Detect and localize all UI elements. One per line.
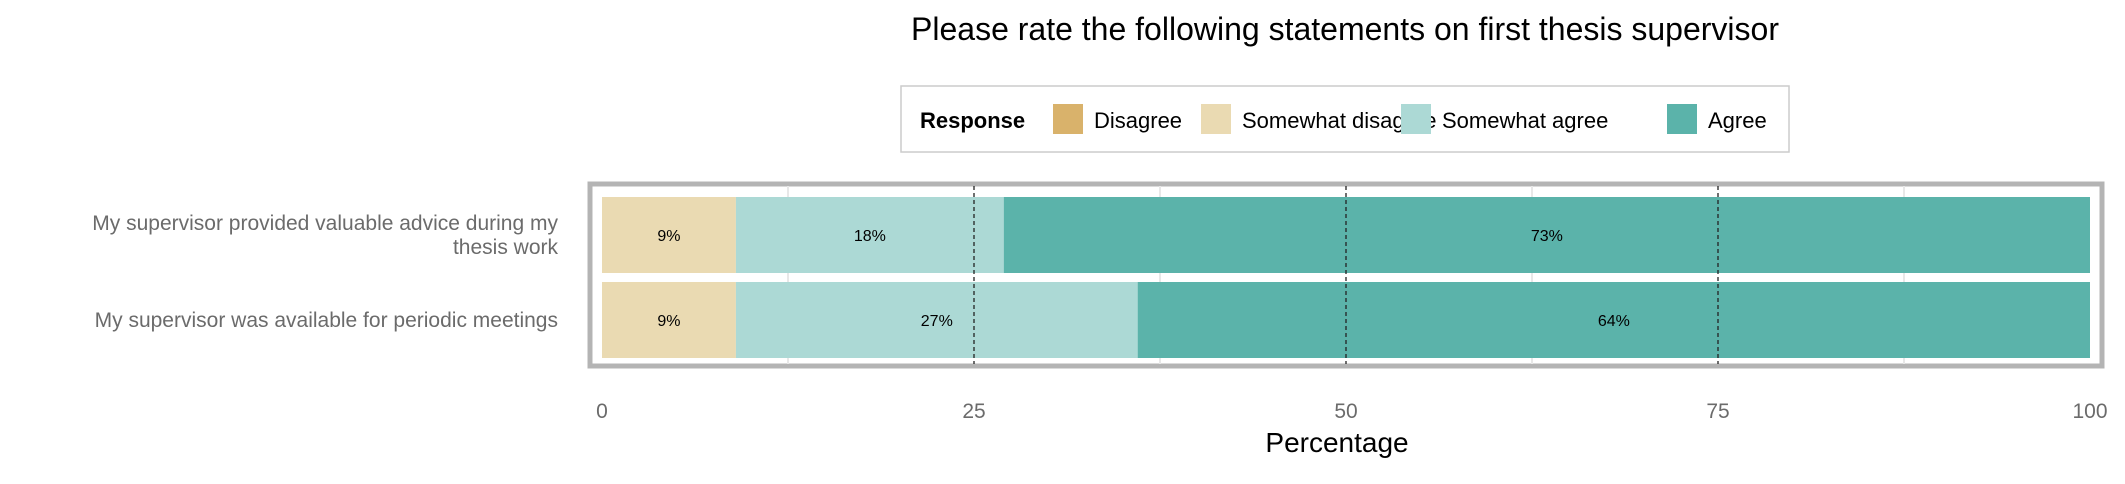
legend-label-disagree: Disagree — [1094, 108, 1182, 133]
legend-box — [900, 85, 1790, 153]
bar-segment-somewhat-agree — [735, 282, 1138, 358]
x-tick-label: 0 — [596, 400, 608, 423]
plot-area: 9% 18% 73% My supervisor provided valuable … — [92, 181, 2105, 369]
x-axis-title: Percentage — [1265, 427, 1408, 458]
x-tick-label: 50 — [1334, 400, 1357, 423]
bar-value-label: 18% — [854, 228, 886, 245]
bar-segment-somewhat-disagree — [602, 197, 736, 273]
bar-value-label: 27% — [921, 313, 953, 330]
x-tick-label: 75 — [1706, 400, 1729, 423]
plot-border — [587, 181, 2105, 369]
category-label: My supervisor was available for periodic… — [95, 309, 558, 332]
bar-value-label: 9% — [657, 313, 680, 330]
category-label: thesis work — [453, 236, 559, 259]
x-tick-label: 25 — [962, 400, 985, 423]
bar-value-label: 73% — [1531, 228, 1563, 245]
bar-segment-agree — [1137, 282, 2090, 358]
chart-title: Please rate the following statements on … — [911, 11, 1779, 47]
legend-key-agree — [1667, 104, 1697, 134]
legend-title: Response — [920, 108, 1025, 133]
x-axis: 0 25 50 75 100 — [596, 400, 2107, 423]
bar-value-label: 64% — [1598, 313, 1630, 330]
legend-key-disagree — [1053, 104, 1083, 134]
legend-label-agree: Agree — [1708, 108, 1767, 133]
legend-key-somewhat-agree — [1401, 104, 1431, 134]
x-tick-label: 100 — [2072, 400, 2107, 423]
legend: Response Disagree Somewhat disagree Somewha… — [900, 85, 1790, 153]
bar-value-label: 9% — [657, 228, 680, 245]
bar-segment-somewhat-disagree — [602, 282, 736, 358]
bar-segment-somewhat-agree — [735, 197, 1004, 273]
legend-label-somewhat-agree: Somewhat agree — [1442, 108, 1608, 133]
category-label: My supervisor provided valuable advice d… — [92, 212, 558, 235]
bar-segment-agree — [1003, 197, 2090, 273]
legend-key-somewhat-disagree — [1201, 104, 1231, 134]
